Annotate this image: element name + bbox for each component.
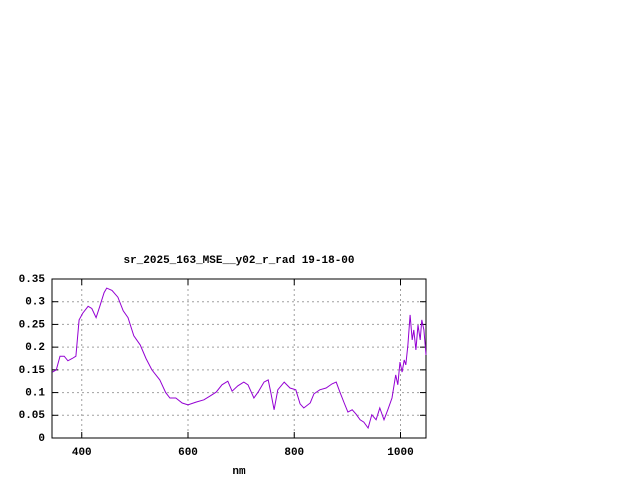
y-tick-label: 0 <box>38 433 45 445</box>
y-tick-label: 0.35 <box>19 274 46 286</box>
data-line <box>52 287 427 430</box>
x-tick-label: 800 <box>284 447 304 459</box>
y-tick-label: 0.15 <box>19 365 46 377</box>
x-tick-label: 400 <box>72 447 92 459</box>
y-tick-label: 0.05 <box>19 410 46 422</box>
y-tick-label: 0.2 <box>25 342 45 354</box>
plot-frame <box>51 278 427 439</box>
x-axis-label: nm <box>232 466 246 478</box>
chart-title: sr_2025_163_MSE__y02_r_rad 19-18-00 <box>123 255 354 267</box>
x-tick-label: 600 <box>178 447 198 459</box>
y-tick-label: 0.1 <box>25 387 45 399</box>
y-tick-label: 0.25 <box>19 319 46 331</box>
x-tick-label: 1000 <box>387 447 413 459</box>
y-tick-label: 0.3 <box>25 297 45 309</box>
